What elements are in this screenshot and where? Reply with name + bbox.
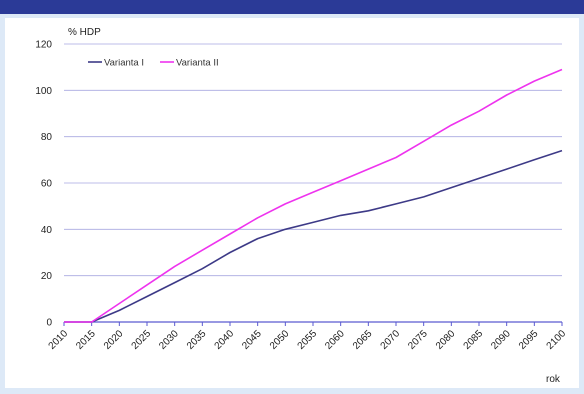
x-tick-label: 2025: [130, 328, 154, 352]
chart-frame: [5, 18, 579, 388]
y-axis-title: % HDP: [68, 27, 101, 38]
y-tick-label: 120: [35, 40, 52, 51]
x-tick-label: 2100: [545, 328, 569, 352]
y-tick-label: 0: [46, 318, 52, 329]
series-line-1: [64, 149, 563, 323]
y-tick-label: 100: [35, 86, 52, 97]
x-tick-label: 2030: [157, 328, 181, 352]
x-tick-label: 2045: [240, 328, 264, 352]
x-tick-label: 2040: [213, 328, 237, 352]
x-tick-labels: 2010 2015 2020 2025 2030 2035 2040 2045 2050 2055…: [47, 322, 569, 352]
legend-label: Varianta II: [176, 58, 219, 69]
y-tick-label: 60: [41, 179, 53, 190]
x-tick-label: 2075: [406, 328, 430, 352]
grid-lines: [64, 43, 562, 323]
x-tick-label: 2080: [434, 328, 458, 352]
x-tick-label: 2090: [489, 328, 513, 352]
x-tick-label: 2085: [462, 328, 486, 352]
x-tick-label: 2050: [268, 328, 292, 352]
series-line-2: [64, 68, 563, 323]
x-tick-label: 2015: [74, 328, 98, 352]
x-tick-label: 2055: [296, 328, 320, 352]
legend: Varianta I Varianta II: [88, 58, 219, 69]
x-tick-label: 2020: [102, 328, 126, 352]
x-tick-label: 2095: [517, 328, 541, 352]
x-tick-label: 2060: [323, 328, 347, 352]
x-tick-label: 2065: [351, 328, 375, 352]
series-lines: [64, 68, 563, 323]
y-tick-label: 20: [41, 271, 53, 282]
y-tick-labels: 0 20 40 60 80 100 120: [35, 40, 52, 329]
x-axis-title: rok: [546, 374, 561, 385]
header-bar: [0, 0, 584, 14]
y-tick-label: 40: [41, 225, 53, 236]
x-tick-label: 2070: [379, 328, 403, 352]
x-tick-label: 2010: [47, 328, 71, 352]
y-tick-label: 80: [41, 132, 53, 143]
x-tick-label: 2035: [185, 328, 209, 352]
legend-label: Varianta I: [104, 58, 144, 69]
